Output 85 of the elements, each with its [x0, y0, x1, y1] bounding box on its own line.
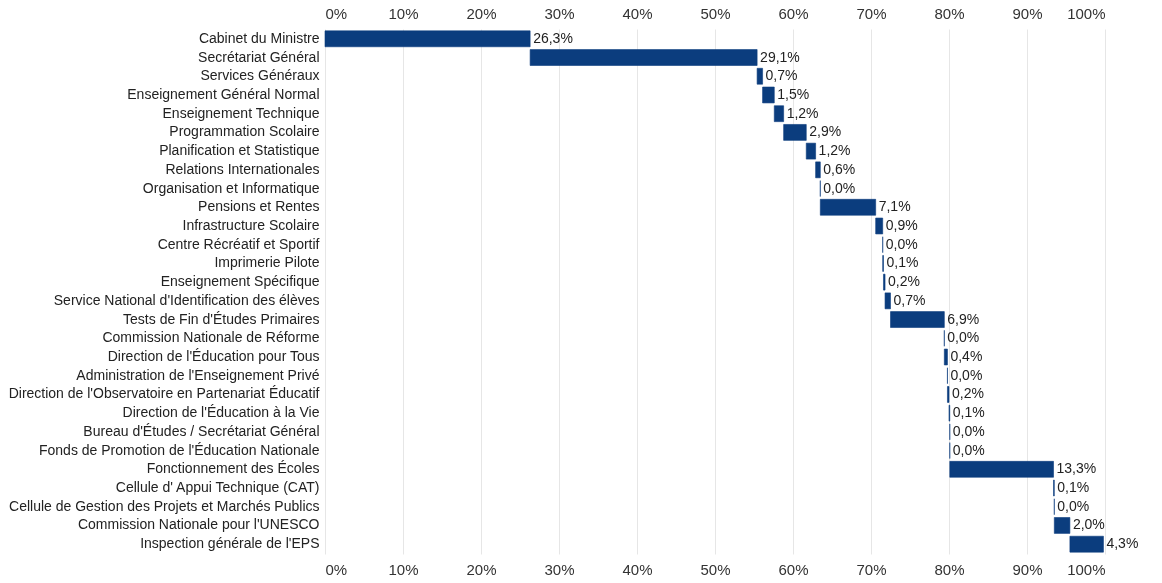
y-tick-label: Direction de l'Éducation à la Vie: [122, 404, 320, 421]
x-tick-label: 60%: [778, 4, 809, 22]
x2-tick-label: 20%: [466, 560, 497, 578]
y-tick-label: Relations Internationales: [165, 160, 320, 177]
x-tick-label: 100%: [1067, 4, 1106, 22]
data-label: 29,1%: [760, 48, 800, 65]
y-tick-label: Planification et Statistique: [159, 142, 320, 159]
data-label: 13,3%: [1056, 460, 1097, 477]
y-tick-label: Administration de l'Enseignement Privé: [76, 366, 320, 383]
data-label: 0,9%: [885, 216, 918, 233]
bar: [783, 124, 807, 141]
bar: [944, 348, 948, 366]
y-tick-label: Direction de l'Observatoire en Partenariat Éducatif: [8, 385, 320, 402]
y-tick-label: Secrétariat Général: [198, 48, 320, 65]
data-label: 0,4%: [950, 348, 983, 365]
y-tick-label: Programmation Scolaire: [169, 123, 320, 140]
data-label: 0,0%: [950, 366, 983, 383]
data-label: 0,0%: [885, 235, 918, 252]
x2-tick-label: 90%: [1012, 560, 1043, 578]
y-tick-label: Fonctionnement des Écoles: [146, 460, 320, 477]
y-tick-label: Organisation et Informatique: [142, 179, 320, 196]
x-tick-label: 50%: [700, 4, 731, 22]
data-label: 1,2%: [818, 142, 851, 159]
x2-tick-label: 60%: [778, 560, 809, 578]
data-label: 4,3%: [1106, 535, 1139, 552]
y-tick-label: Fonds de Promotion de l'Éducation Nationale: [38, 441, 320, 458]
y-tick-label: Centre Récréatif et Sportif: [157, 235, 320, 252]
x-tick-label: 70%: [856, 4, 887, 22]
x2-tick-label: 50%: [700, 560, 731, 578]
x2-tick-label: 30%: [544, 560, 575, 578]
bar: [1069, 535, 1104, 553]
data-label: 1,5%: [777, 85, 810, 102]
y-tick-label: Tests de Fin d'Études Primaires: [123, 310, 320, 327]
data-label: 0,0%: [952, 422, 985, 439]
y-tick-label: Enseignement Spécifique: [160, 273, 320, 290]
y-tick-label: Enseignement Général Normal: [127, 85, 320, 102]
x2-tick-label: 40%: [622, 560, 653, 578]
y-tick-label: Cabinet du Ministre: [198, 29, 320, 46]
x2-tick-label: 10%: [388, 560, 419, 578]
data-label: 0,6%: [823, 160, 856, 177]
y-tick-label: Services Généraux: [200, 67, 320, 84]
x-tick-label: 30%: [544, 4, 575, 22]
y-tick-label: Enseignement Technique: [162, 104, 320, 121]
data-label: 0,7%: [765, 67, 798, 84]
data-label: 2,0%: [1072, 516, 1105, 533]
bar: [1054, 517, 1071, 534]
x2-tick-label: 70%: [856, 560, 887, 578]
x-tick-label: 40%: [622, 4, 653, 22]
y-tick-label: Commission Nationale pour l'UNESCO: [77, 516, 320, 533]
x-tick-label: 80%: [934, 4, 965, 22]
x2-tick-label: 0%: [325, 560, 348, 578]
y-tick-label: Commission Nationale de Réforme: [102, 329, 320, 346]
x-tick-label: 0%: [325, 4, 348, 22]
data-label: 0,0%: [947, 329, 980, 346]
data-label: 26,3%: [533, 29, 573, 46]
data-label: 0,1%: [1057, 479, 1090, 496]
data-label: 0,0%: [952, 441, 985, 458]
y-tick-label: Cellule d' Appui Technique (CAT): [115, 479, 320, 496]
x2-tick-label: 80%: [934, 560, 965, 578]
data-label: 0,7%: [893, 291, 926, 308]
bar: [324, 30, 531, 48]
data-label: 0,1%: [886, 254, 919, 271]
y-tick-label: Bureau d'Études / Secrétariat Général: [83, 422, 320, 439]
y-tick-label: Inspection générale de l'EPS: [140, 535, 320, 552]
data-label: 0,0%: [1057, 497, 1090, 514]
x-tick-label: 20%: [466, 4, 497, 22]
data-label: 7,1%: [878, 198, 911, 215]
y-tick-label: Infrastructure Scolaire: [182, 216, 320, 233]
y-tick-label: Direction de l'Éducation pour Tous: [107, 348, 320, 365]
y-tick-label: Service National d'Identification des élèves: [53, 291, 320, 308]
data-label: 6,9%: [947, 310, 980, 327]
x-tick-label: 90%: [1012, 4, 1043, 22]
bar: [890, 311, 945, 328]
bar: [529, 49, 758, 66]
x2-tick-label: 100%: [1067, 560, 1106, 578]
data-label: 2,9%: [809, 123, 842, 140]
y-tick-label: Pensions et Rentes: [198, 198, 320, 215]
data-label: 0,0%: [823, 179, 856, 196]
data-label: 0,2%: [952, 385, 984, 402]
x-tick-label: 10%: [388, 4, 419, 22]
y-tick-label: Cellule de Gestion des Projets et Marchés Publics: [9, 497, 320, 514]
data-label: 0,2%: [888, 273, 920, 290]
data-label: 1,2%: [786, 104, 819, 121]
y-tick-label: Imprimerie Pilote: [214, 254, 320, 271]
data-label: 0,1%: [952, 404, 985, 421]
